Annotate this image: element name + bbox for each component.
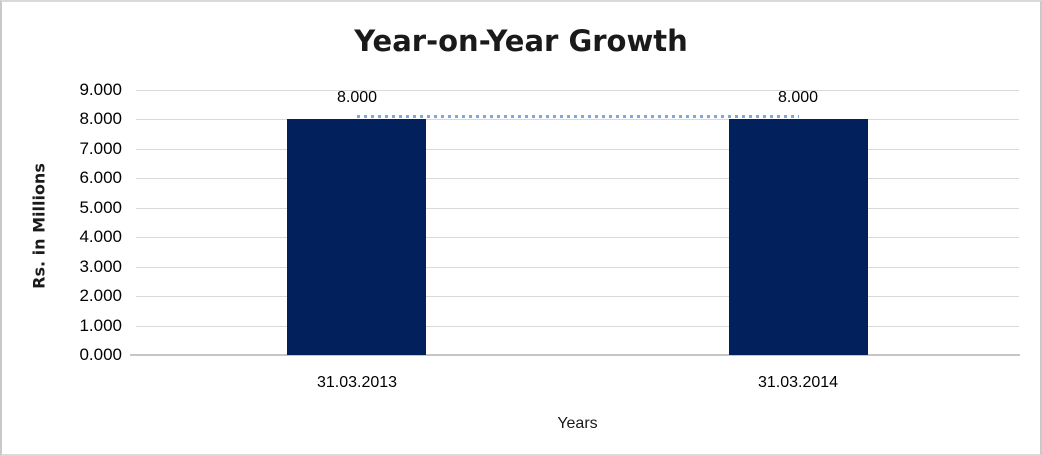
y-tick-label: 5.000 — [79, 198, 122, 217]
gridline — [136, 296, 1019, 297]
y-tick-label: 9.000 — [79, 80, 122, 99]
gridline — [136, 208, 1019, 209]
chart-title: Year-on-Year Growth — [354, 24, 688, 58]
y-tick-label: 2.000 — [79, 286, 122, 305]
y-tick-label: 4.000 — [79, 227, 122, 246]
bar-value-label: 8.000 — [777, 89, 819, 106]
x-tick-label: 31.03.2014 — [757, 374, 839, 391]
connector-dotted-line — [357, 115, 799, 118]
gridline — [136, 149, 1019, 150]
gridline — [136, 237, 1019, 238]
gridline — [136, 178, 1019, 179]
y-tick-label: 3.000 — [79, 257, 122, 276]
y-axis-title: Rs. in Millions — [29, 163, 49, 289]
y-tick-label: 0.000 — [79, 345, 122, 364]
y-tick-label: 6.000 — [79, 168, 122, 187]
gridline — [136, 267, 1019, 268]
x-tick-label: 31.03.2013 — [316, 374, 398, 391]
y-tick-label: 8.000 — [79, 109, 122, 128]
y-tick-label: 1.000 — [79, 316, 122, 335]
x-axis-title: Years — [557, 415, 598, 432]
x-axis-line — [130, 354, 1020, 356]
gridline — [136, 90, 1019, 91]
y-tick-label: 7.000 — [79, 139, 122, 158]
gridline — [136, 119, 1019, 120]
gridline — [136, 326, 1019, 327]
bar-value-label: 8.000 — [336, 89, 378, 106]
bar-31-03-2014 — [729, 119, 868, 355]
bar-31-03-2013 — [287, 119, 426, 355]
